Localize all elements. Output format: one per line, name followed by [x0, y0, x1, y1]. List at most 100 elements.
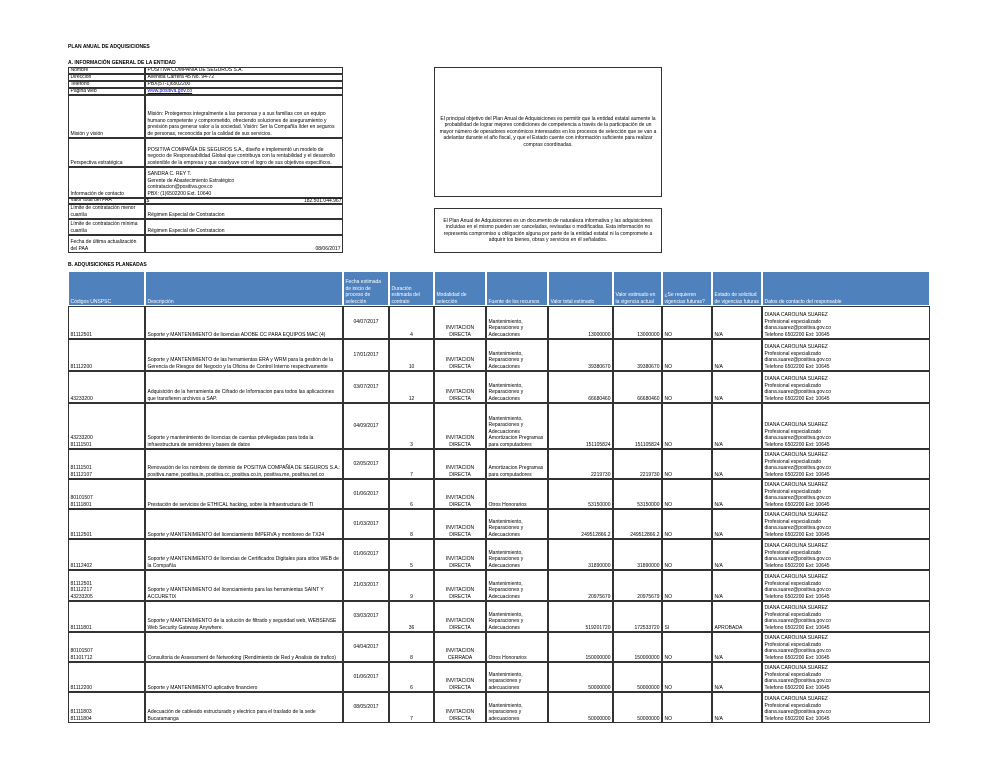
future-funds: NO — [662, 306, 712, 339]
description: Consultoria de Assessment de Networking … — [145, 632, 343, 662]
start-date: 02/05/2017 — [343, 449, 389, 479]
duration: 8 — [389, 509, 434, 539]
modality: INVITACION DIRECTA — [434, 479, 486, 509]
total-value: 31890000 — [548, 539, 613, 570]
funding-source: Amortizacion Pregramas para computadores — [486, 449, 548, 479]
start-date: 17/01/2017 — [343, 339, 389, 371]
info-value: POSITIVA COMPAÑÍA DE SEGUROS S.A., diseñ… — [145, 138, 343, 167]
text-line: diana.suarez@positiva.gov.co — [764, 435, 831, 442]
description: Adecuación de cableado estructurado y el… — [145, 692, 343, 723]
future-funds: NO — [662, 632, 712, 662]
unspsc-codes: 81111501 81112107 — [68, 449, 145, 479]
text-line: DIANA CAROLINA SUAREZ — [764, 696, 828, 703]
description: Soporte y mantenimiento de licencias de … — [145, 403, 343, 449]
future-status: N/A — [712, 632, 762, 662]
text-line: Profesional especializado — [764, 458, 822, 465]
info-value: Avenida Carrera 45 No. 94-72 — [145, 74, 343, 81]
table-header: Datos de contacto del responsable — [762, 271, 930, 306]
duration: 7 — [389, 449, 434, 479]
text-line: 81111501 — [70, 465, 92, 472]
duration: 10 — [389, 339, 434, 371]
current-value: 66680460 — [613, 371, 662, 403]
unspsc-codes: 80101507 81111801 — [68, 479, 145, 509]
info-label: Límite de contratación mínima cuantía — [68, 219, 145, 235]
contact: DIANA CAROLINA SUAREZ Profesional especia… — [762, 570, 930, 601]
future-funds: NO — [662, 403, 712, 449]
start-date: 04/07/2017 — [343, 306, 389, 339]
total-value: 519201720 — [548, 601, 613, 632]
duration: 36 — [389, 601, 434, 632]
start-date: 08/05/2017 — [343, 692, 389, 723]
contact: DIANA CAROLINA SUAREZ Profesional especia… — [762, 339, 930, 371]
table-header: Valor estimado en la vigencia actual — [613, 271, 662, 306]
funding-source: Mantenimiento, reparaciones y adecuacion… — [486, 692, 548, 723]
unspsc-codes: 81112501 81112217 43233205 — [68, 570, 145, 601]
modality: INVITACION DIRECTA — [434, 403, 486, 449]
total-value: 151105824 — [548, 403, 613, 449]
future-funds: NO — [662, 371, 712, 403]
table-header: Fuente de los recursos — [486, 271, 548, 306]
text-line: 81111804 — [70, 715, 92, 722]
text-line: contratacion@positiva.gov.co — [147, 184, 213, 191]
info-value: Régimen Especial de Contratacion — [145, 219, 343, 235]
current-value: 249512866.2 — [613, 509, 662, 539]
total-value: 249512866.2 — [548, 509, 613, 539]
current-value: 150000000 — [613, 632, 662, 662]
text-line: 81112107 — [70, 471, 93, 478]
current-value: 13000000 — [613, 306, 662, 339]
total-value: 150000000 — [548, 632, 613, 662]
text-line: diana.suarez@positiva.gov.co — [764, 556, 831, 563]
start-date: 01/06/2017 — [343, 539, 389, 570]
table-header: Valor total estimado — [548, 271, 613, 306]
duration: 9 — [389, 570, 434, 601]
contact: DIANA CAROLINA SUAREZ Profesional especia… — [762, 601, 930, 632]
current-value: 172533720 — [613, 601, 662, 632]
unspsc-codes: 43233200 — [68, 371, 145, 403]
info-label: Página web — [68, 88, 145, 95]
duration: 6 — [389, 479, 434, 509]
section-a-heading: A. INFORMACIÓN GENERAL DE LA ENTIDAD — [68, 60, 176, 66]
page-title: PLAN ANUAL DE ADQUISICIONES — [68, 44, 150, 50]
total-value: 66680460 — [548, 371, 613, 403]
text-line: Profesional especializado — [764, 488, 822, 495]
unspsc-codes: 81112200 — [68, 662, 145, 692]
funding-source: Mantenimiento, Reparaciones y Adecuacion… — [486, 570, 548, 601]
modality: INVITACION DIRECTA — [434, 509, 486, 539]
text-line: diana.suarez@positiva.gov.co — [764, 325, 831, 332]
text-line: DIANA CAROLINA SUAREZ — [764, 512, 828, 519]
text-line: Profesional especializado — [764, 350, 822, 357]
info-value: www.positiva.gov.co — [145, 88, 343, 95]
current-value: 50000000 — [613, 692, 662, 723]
info-label: Teléfono — [68, 81, 145, 88]
text-line: 81101712 — [70, 654, 93, 661]
future-funds: NO — [662, 339, 712, 371]
info-value: SANDRA C. REY T. Gerente de Abastecimient… — [145, 167, 343, 198]
duration: 7 — [389, 692, 434, 723]
text-line: diana.suarez@positiva.gov.co — [764, 357, 831, 364]
start-date: 03/07/2017 — [343, 371, 389, 403]
current-value: 31890000 — [613, 539, 662, 570]
start-date: 01/06/2017 — [343, 479, 389, 509]
text-line: DIANA CAROLINA SUAREZ — [764, 376, 828, 383]
future-status: N/A — [712, 449, 762, 479]
funding-source: Otros Honorarios — [486, 632, 548, 662]
section-b-heading: B. ADQUISICIONES PLANEADAS — [68, 262, 147, 268]
text-line: diana.suarez@positiva.gov.co — [764, 495, 831, 502]
text-line: 81111801 — [70, 501, 92, 508]
modality: INVITACION DIRECTA — [434, 306, 486, 339]
text-line: DIANA CAROLINA SUAREZ — [764, 312, 828, 319]
text-line: DIANA CAROLINA SUAREZ — [764, 344, 828, 351]
text-line: Telefono 6502200 Ext: 10645 — [764, 684, 830, 691]
text-line: 81112200 — [70, 684, 93, 691]
total-value: 50000000 — [548, 662, 613, 692]
text-line: Profesional especializado — [764, 580, 822, 587]
total-value: 39380670 — [548, 339, 613, 371]
future-status: N/A — [712, 509, 762, 539]
text-line: Telefono 6502200 Ext: 10645 — [764, 395, 830, 402]
text-line: diana.suarez@positiva.gov.co — [764, 618, 831, 625]
contact: DIANA CAROLINA SUAREZ Profesional especia… — [762, 479, 930, 509]
text-line: DIANA CAROLINA SUAREZ — [764, 605, 828, 612]
text-line: diana.suarez@positiva.gov.co — [764, 525, 831, 532]
text-line: 81112501 — [70, 331, 93, 338]
